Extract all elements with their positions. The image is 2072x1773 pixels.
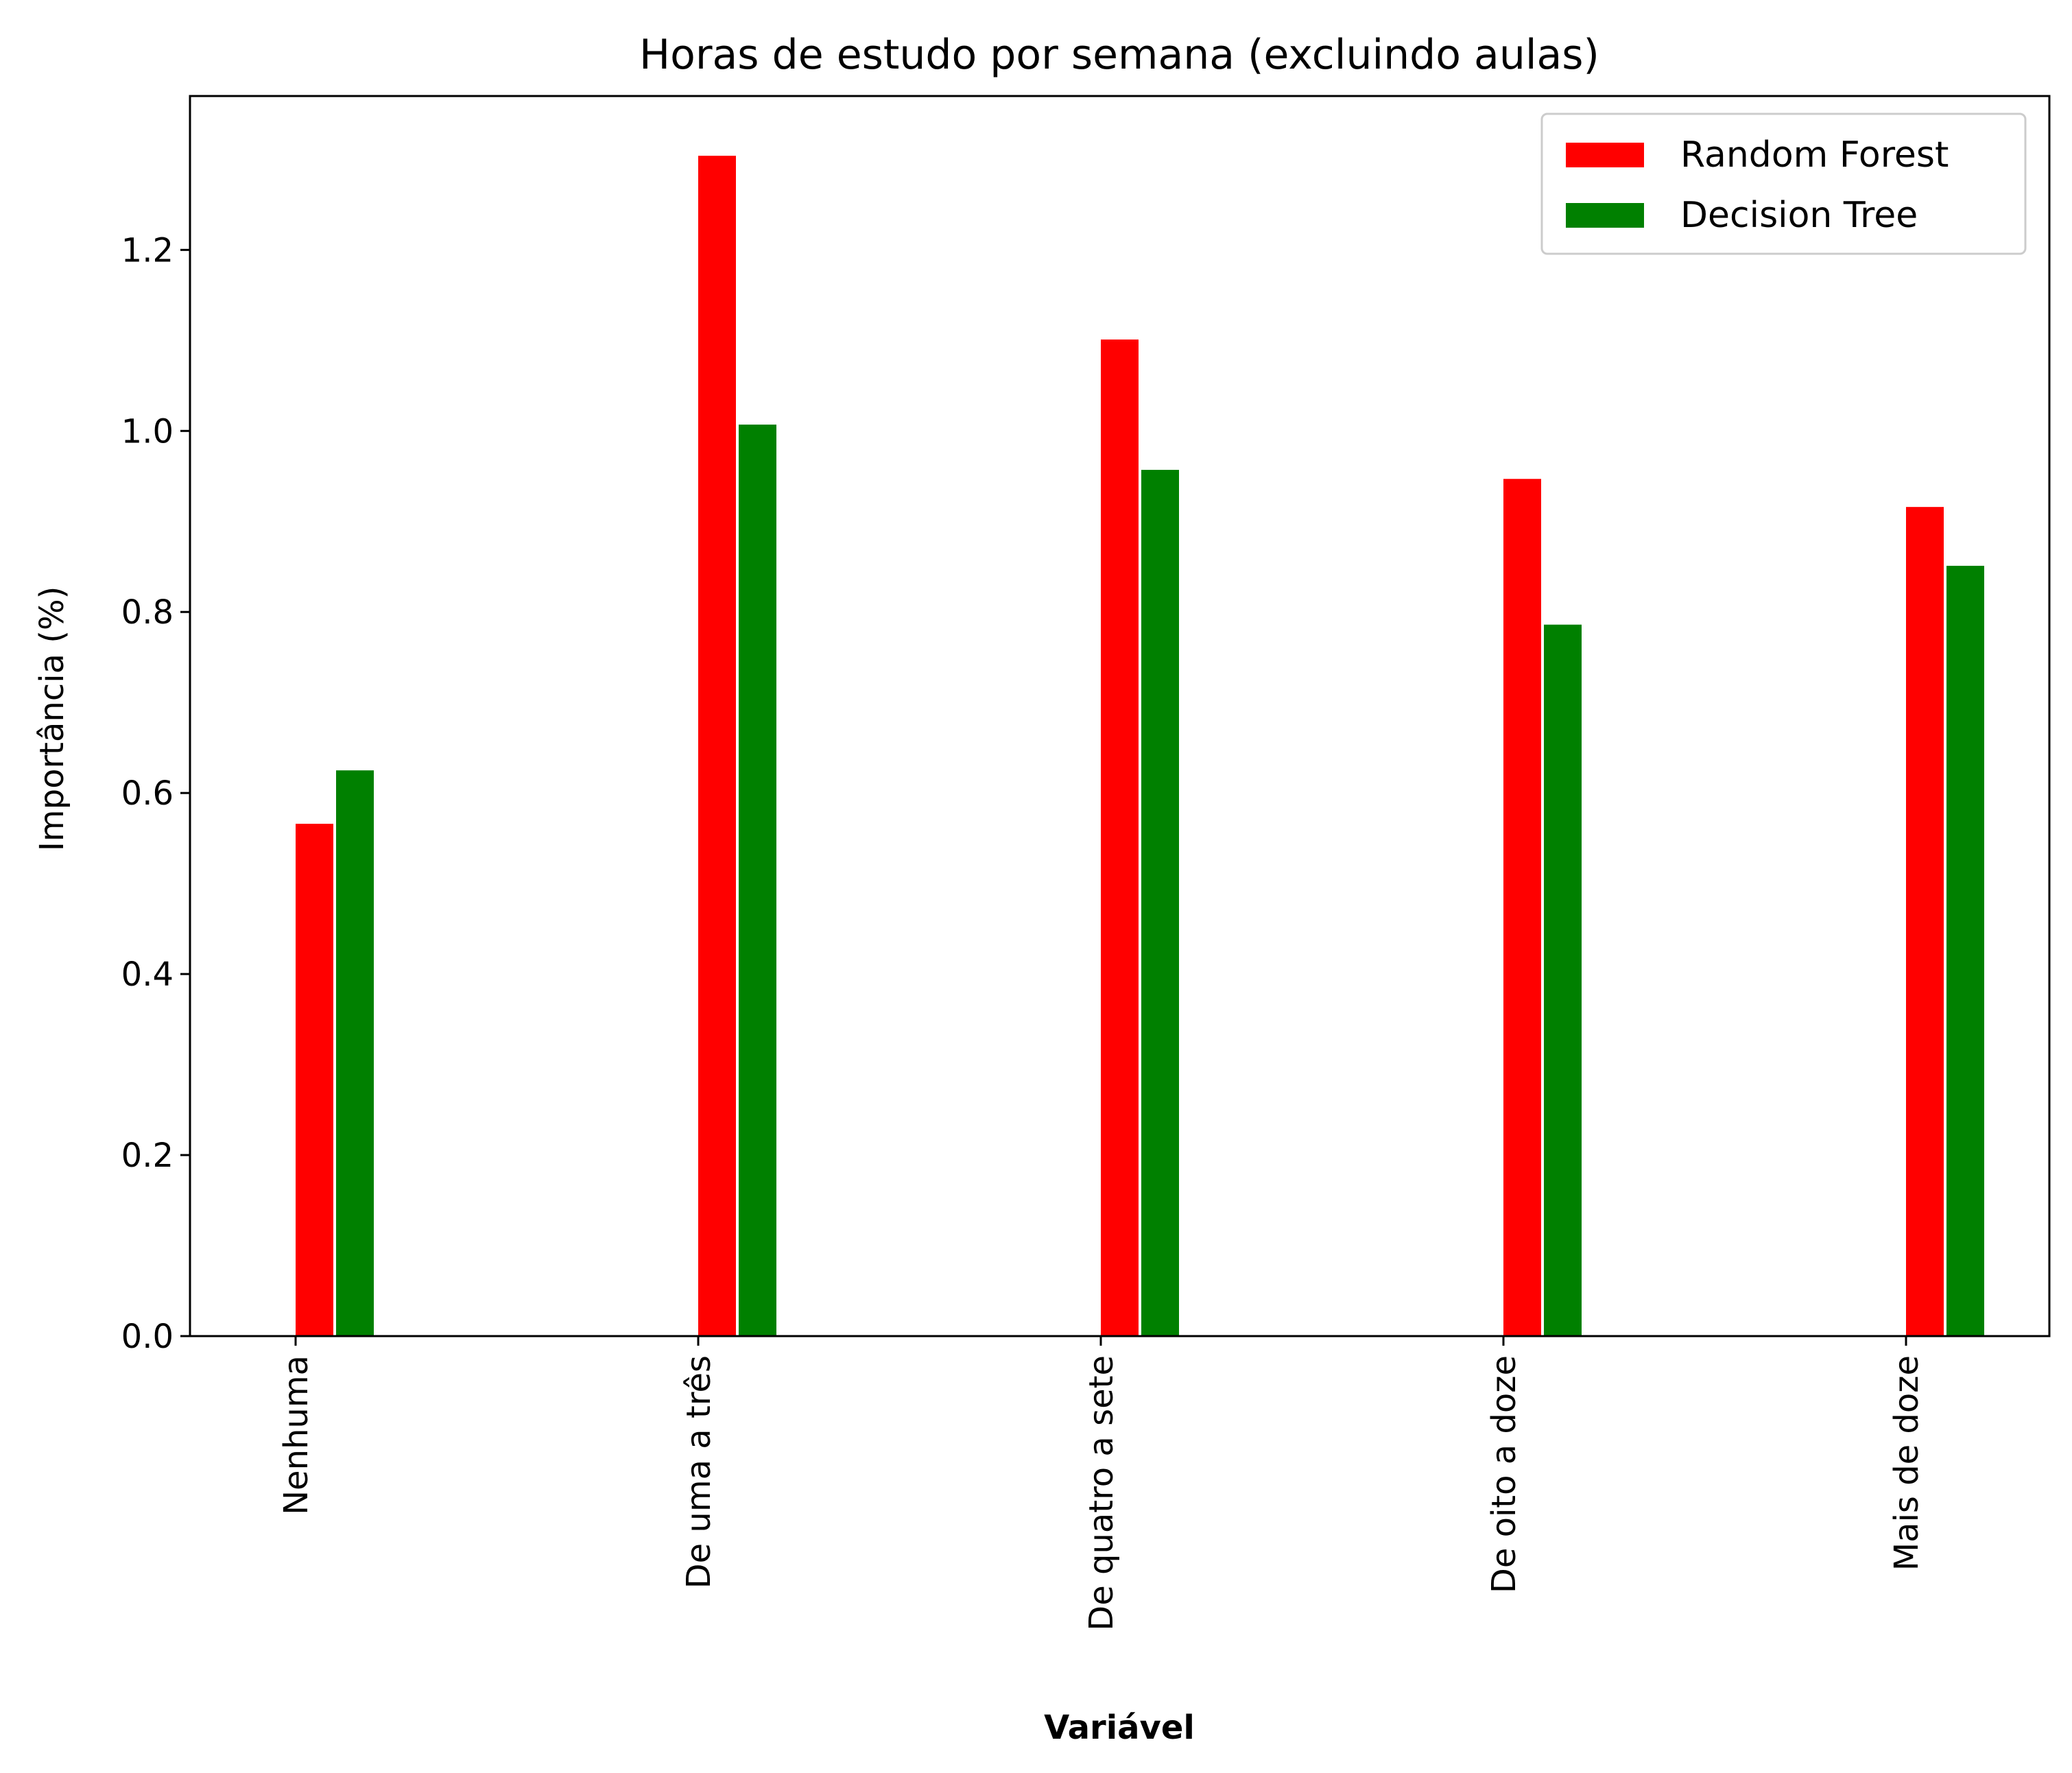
legend-label-random-forest: Random Forest	[1680, 134, 1949, 176]
bar-decision-tree-nenhuma	[336, 770, 374, 1336]
legend-swatch-random-forest	[1566, 143, 1644, 167]
bar-random-forest-de-uma-a-tres	[698, 156, 736, 1336]
bar-decision-tree-mais-de-doze	[1946, 566, 1984, 1336]
y-axis-label: Importância (%)	[33, 586, 71, 852]
x-tick-label-de-oito-a-doze: De oito a doze	[1485, 1355, 1523, 1593]
legend-swatch-decision-tree	[1566, 203, 1644, 228]
chart-title: Horas de estudo por semana (excluindo au…	[639, 31, 1599, 79]
bar-random-forest-de-quatro-a-sete	[1101, 340, 1139, 1336]
x-tick-label-mais-de-doze: Mais de doze	[1888, 1355, 1926, 1571]
y-tick-label: 1.0	[121, 412, 174, 451]
x-tick-label-nenhuma: Nenhuma	[277, 1355, 315, 1515]
bar-decision-tree-de-quatro-a-sete	[1141, 470, 1179, 1336]
y-tick-label: 0.8	[121, 593, 174, 632]
bar-random-forest-de-oito-a-doze	[1503, 479, 1541, 1336]
y-tick-label: 0.4	[121, 955, 174, 994]
x-tick-label-de-quatro-a-sete: De quatro a sete	[1082, 1355, 1121, 1631]
bar-random-forest-nenhuma	[296, 824, 333, 1336]
y-tick-label: 1.2	[121, 231, 174, 270]
x-axis-label: Variável	[1044, 1709, 1195, 1747]
y-tick-label: 0.6	[121, 774, 174, 813]
y-tick-label: 0.0	[121, 1318, 174, 1356]
legend-label-decision-tree: Decision Tree	[1680, 195, 1918, 236]
bar-decision-tree-de-uma-a-tres	[739, 425, 776, 1336]
x-tick-label-de-uma-a-tres: De uma a três	[680, 1355, 718, 1588]
bar-decision-tree-de-oito-a-doze	[1544, 625, 1582, 1336]
bar-random-forest-mais-de-doze	[1906, 507, 1944, 1336]
legend: Random Forest Decision Tree	[1542, 114, 2025, 254]
y-tick-label: 0.2	[121, 1137, 174, 1175]
